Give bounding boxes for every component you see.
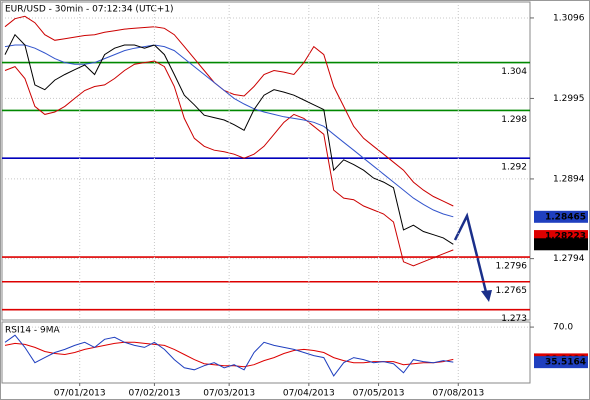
- x-tick-label: 07/05/2013: [353, 389, 405, 399]
- x-tick-label: 07/04/2013: [283, 389, 335, 399]
- level-label: 1.292: [501, 163, 527, 173]
- x-tick-label: 07/01/2013: [54, 389, 106, 399]
- y-tick-label: 1.2995: [553, 94, 585, 104]
- y-tick-label: 1.3096: [553, 13, 585, 23]
- rsi-title: RSI14 - 9MA: [5, 326, 61, 336]
- y-tick-label: 70.0: [553, 323, 573, 333]
- level-label: 1.273: [501, 314, 527, 324]
- series-line: [4, 334, 454, 377]
- price-tag: [534, 238, 588, 251]
- price-tag: [534, 356, 588, 369]
- level-label: 1.298: [501, 115, 527, 125]
- series-line: [4, 341, 454, 368]
- chart-title: EUR/USD - 30min - 07:12:34 (UTC+1): [5, 5, 174, 15]
- x-tick-label: 07/08/2013: [432, 389, 484, 399]
- rsi-panel: [1, 321, 531, 384]
- y-tick-label: 1.2894: [553, 174, 585, 184]
- level-label: 1.304: [501, 67, 527, 77]
- level-label: 1.2765: [496, 286, 528, 296]
- price-tag: [534, 210, 588, 223]
- price-tag-label: 1.28465: [545, 212, 586, 222]
- x-tick-label: 07/02/2013: [128, 389, 180, 399]
- level-label: 1.2796: [496, 262, 528, 272]
- forecast-arrow: [453, 212, 492, 302]
- price-tag-label: 1.28223: [545, 232, 586, 242]
- x-tick-label: 07/03/2013: [203, 389, 255, 399]
- y-tick-label: 1.2794: [553, 254, 585, 264]
- price-tag-label: 35.5164: [545, 358, 586, 368]
- price-panel: [1, 1, 531, 321]
- price-tag-label: 1.2812: [551, 240, 586, 250]
